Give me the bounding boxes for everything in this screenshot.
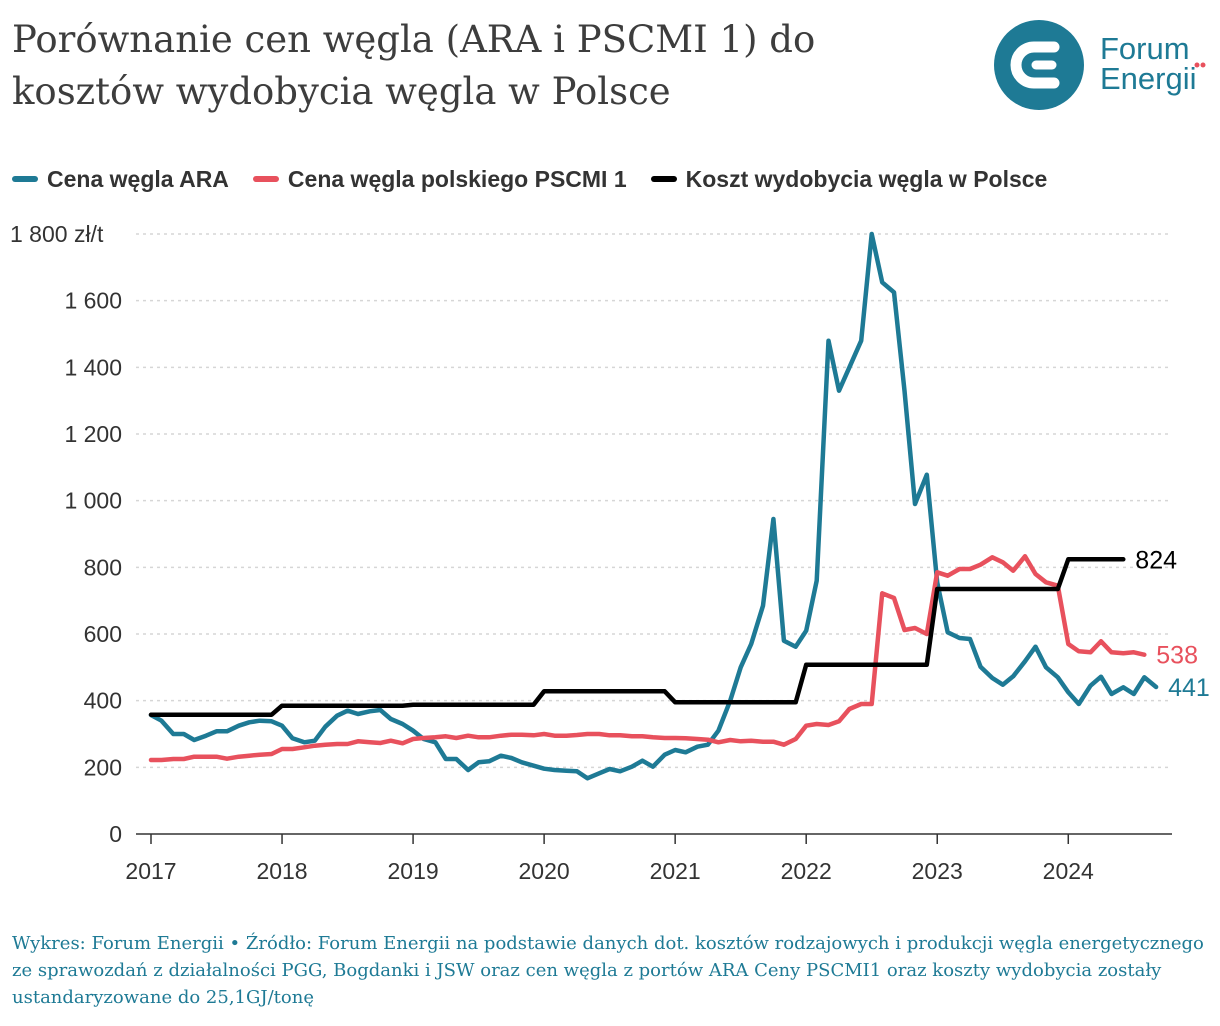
legend-item-cost: Koszt wydobycia węgla w Polsce [650,165,1048,193]
x-tick-label: 2024 [1043,858,1094,884]
legend-item-pscmi: Cena węgla polskiego PSCMI 1 [252,165,627,193]
x-tick-label: 2021 [650,858,701,884]
logo-mark-icon [994,20,1084,110]
legend-swatch-pscmi [252,176,279,182]
end-label-pscmi: 538 [1156,642,1198,670]
logo-line-1: Forum [1100,31,1190,66]
y-tick-label: 1 800 zł/t [10,221,104,247]
x-tick-label: 2020 [519,858,570,884]
y-tick-label: 200 [84,754,122,780]
legend-item-ara: Cena węgla ARA [12,166,229,193]
x-tick-label: 2017 [125,858,176,884]
end-label-ara: 441 [1168,674,1210,702]
legend-swatch-cost [650,176,677,182]
chart-footer-source: Wykres: Forum Energii • Źródło: Forum En… [12,933,1204,1008]
y-tick-label: 1 200 [64,421,122,447]
y-tick-label: 1 000 [64,488,122,514]
end-label-cost: 824 [1135,546,1177,574]
legend-label-pscmi: Cena węgla polskiego PSCMI 1 [287,165,627,192]
y-tick-label: 800 [84,554,122,580]
forum-energii-logo: Forum Energii [994,20,1214,112]
legend-label-cost: Koszt wydobycia węgla w Polsce [685,165,1048,192]
series-line-cost [148,557,1126,717]
y-tick-label: 1 600 [64,288,122,314]
x-tick-label: 2022 [781,858,832,884]
chart-legend: Cena węgla ARA Cena węgla polskiego PSCM… [12,162,1071,196]
x-tick-label: 2019 [387,858,438,884]
y-tick-label: 600 [84,621,122,647]
line-chart: 0 200 400 600 800 1 000 1 200 1 400 1 600 1 800 z… [10,221,1210,884]
y-tick-label: 1 400 [64,354,122,380]
x-tick-label: 2023 [912,858,963,884]
legend-label-ara: Cena węgla ARA [47,165,229,192]
logo-e-icon [1010,41,1060,89]
series-line-pscmi [148,554,1147,763]
y-tick-label: 0 [109,821,122,847]
logo-wordmark: Forum Energii [1100,31,1197,96]
chart-title: Porównanie cen węgla (ARA i PSCMI 1) do … [12,18,816,113]
logo-line-2: Energii [1100,61,1197,96]
legend-swatch-ara [12,176,38,182]
logo-dots-icon [1194,62,1206,68]
x-tick-label: 2018 [256,858,307,884]
y-tick-label: 400 [84,688,122,714]
series-line-ara [148,231,1159,781]
